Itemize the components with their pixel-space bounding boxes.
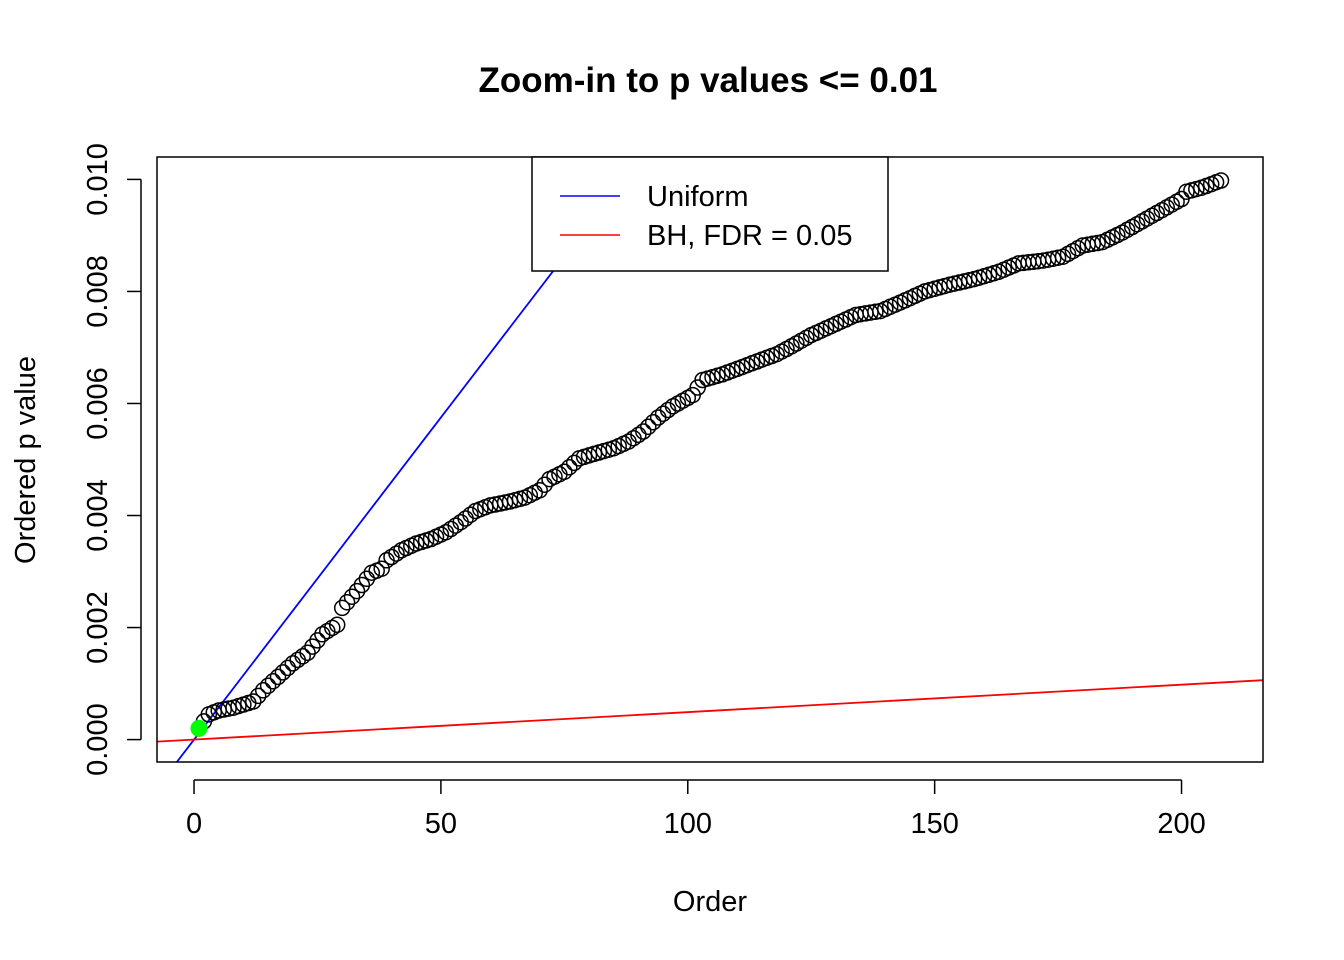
data-point [635, 423, 652, 440]
data-point [654, 405, 672, 423]
data-point [274, 664, 292, 681]
data-point [644, 413, 662, 431]
data-point [328, 616, 346, 634]
legend-label-uniform: Uniform [647, 181, 749, 213]
data-point [259, 677, 277, 695]
data-point [975, 267, 993, 285]
data-point [373, 560, 390, 577]
x-axis-label: Order [673, 886, 747, 918]
y-axis: 0.000 0.002 0.004 0.006 0.008 0.010 [82, 143, 142, 776]
x-axis: 0 50 100 150 200 [186, 779, 1206, 840]
data-point [353, 576, 371, 594]
data-point [304, 638, 321, 655]
data-point [284, 655, 302, 672]
data-point [536, 476, 553, 493]
y-tick-label: 0.008 [82, 255, 114, 328]
uniform-line [175, 157, 642, 762]
data-point [709, 367, 726, 385]
data-point [279, 659, 297, 677]
data-point [388, 545, 405, 562]
data-point [299, 644, 316, 662]
data-point [264, 673, 282, 690]
legend-box [531, 156, 889, 272]
highlight-point [190, 719, 208, 737]
x-tick-label: 100 [664, 808, 712, 840]
data-point [289, 651, 306, 669]
data-point [343, 588, 361, 605]
data-point [561, 459, 578, 476]
data-point [309, 632, 326, 649]
data-point [1212, 172, 1230, 189]
y-tick-label: 0.004 [82, 479, 114, 552]
data-point [699, 370, 716, 387]
data-point [294, 648, 311, 665]
data-point [640, 418, 657, 436]
data-point [249, 687, 267, 705]
data-point [585, 445, 603, 463]
data-point [462, 506, 479, 524]
legend: Uniform BH, FDR = 0.05 [531, 156, 889, 272]
data-point [867, 303, 884, 321]
data-point [245, 693, 262, 710]
y-tick-label: 0.010 [82, 143, 114, 216]
plot-area [157, 157, 1263, 762]
data-point [358, 570, 376, 588]
y-tick-label: 0.006 [82, 367, 114, 440]
y-axis-label: Ordered p value [10, 356, 42, 564]
data-point [269, 668, 287, 686]
chart-title: Zoom-in to p values <= 0.01 [478, 61, 937, 100]
data-point [254, 682, 272, 699]
x-tick-label: 150 [910, 808, 958, 840]
data-point [595, 442, 613, 460]
x-tick-label: 200 [1157, 808, 1205, 840]
data-point [590, 444, 608, 461]
data-point [565, 454, 583, 472]
data-point [319, 622, 336, 640]
data-point [333, 599, 351, 617]
data-points [190, 172, 1230, 737]
x-tick-label: 50 [425, 808, 457, 840]
reference-lines [157, 157, 1263, 762]
data-point [348, 582, 366, 600]
data-point [1084, 235, 1101, 253]
y-tick-label: 0.000 [82, 703, 114, 776]
data-point [704, 368, 721, 386]
data-point [556, 463, 573, 481]
bh-line [157, 679, 1263, 743]
data-point [338, 594, 356, 611]
x-tick-label: 0 [186, 808, 202, 840]
data-point [531, 482, 548, 499]
data-point [630, 426, 647, 444]
y-tick-label: 0.002 [82, 591, 114, 664]
data-point [324, 619, 341, 637]
data-point [457, 510, 474, 527]
legend-label-bh: BH, FDR = 0.05 [647, 220, 853, 252]
data-point [600, 441, 618, 458]
